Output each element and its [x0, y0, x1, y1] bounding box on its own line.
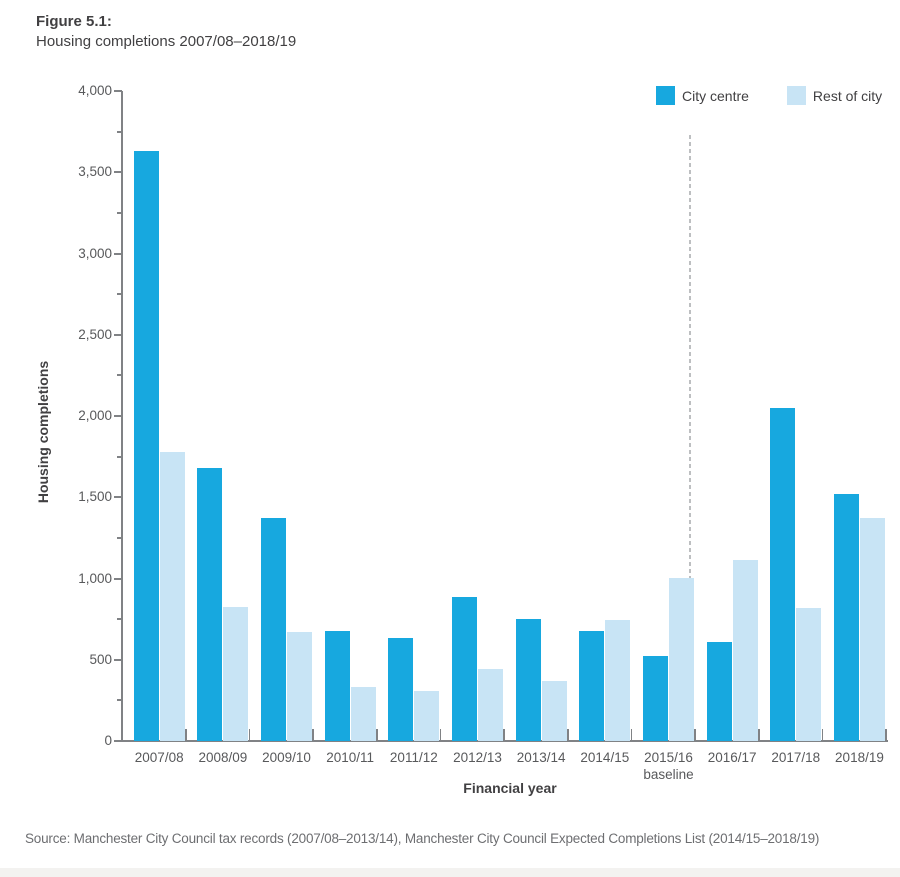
bar-city-centre-2014-15	[579, 631, 605, 741]
bar-city-centre-2017-18	[770, 408, 796, 741]
baseline-divider-dashed-line	[689, 135, 691, 741]
legend-label-city-centre: City centre	[682, 87, 749, 104]
y-minor-tick	[117, 536, 122, 539]
x-tick-label: 2009/10	[262, 750, 311, 765]
x-tick-label: 2013/14	[516, 750, 566, 765]
x-boundary-tick	[312, 729, 314, 741]
legend-swatch-city-centre	[656, 86, 675, 105]
x-boundary-tick	[248, 729, 251, 741]
x-axis-line	[121, 740, 888, 742]
y-minor-tick	[117, 293, 122, 296]
bar-city-centre-2008-09	[197, 468, 223, 741]
x-boundary-tick	[885, 729, 887, 741]
x-boundary-tick	[567, 729, 569, 741]
bar-rest-of-city-2011-12	[414, 691, 440, 741]
y-minor-tick	[117, 618, 122, 621]
x-tick-label: 2008/09	[198, 750, 248, 765]
legend: City centre Rest of city	[656, 86, 882, 105]
bar-rest-of-city-2007-08	[159, 452, 185, 741]
y-major-tick	[114, 415, 122, 417]
bar-rest-of-city-2015-16	[668, 578, 694, 741]
y-minor-tick	[117, 455, 122, 458]
source-note: Source: Manchester City Council tax reco…	[25, 831, 820, 846]
x-tick-label: 2017/18	[771, 750, 821, 765]
bar-rest-of-city-2014-15	[605, 620, 631, 741]
bar-rest-of-city-2018-19	[859, 518, 885, 741]
x-tick-label: 2016/17	[707, 750, 757, 765]
y-major-tick	[114, 333, 122, 336]
legend-label-rest-of-city: Rest of city	[812, 87, 883, 104]
figure-title: Housing completions 2007/08–2018/19	[36, 33, 297, 50]
legend-item-rest-of-city: Rest of city	[786, 86, 883, 105]
bar-rest-of-city-2010-11	[350, 687, 376, 741]
y-major-tick	[114, 577, 122, 580]
x-axis-title: Financial year	[463, 780, 557, 796]
bar-rest-of-city-2013-14	[541, 681, 567, 741]
y-major-tick	[114, 496, 122, 499]
legend-item-city-centre: City centre	[656, 86, 749, 105]
y-tick-label: 2,500	[78, 326, 112, 342]
y-tick-label: 0	[104, 733, 112, 748]
x-boundary-tick	[694, 729, 696, 741]
x-boundary-tick	[185, 729, 187, 741]
figure-label: Figure 5.1:	[36, 13, 112, 30]
bar-rest-of-city-2016-17	[732, 560, 758, 741]
y-major-tick	[114, 252, 122, 255]
bar-city-centre-2011-12	[388, 638, 414, 741]
x-tick-label: 2012/13	[453, 750, 502, 765]
bar-city-centre-2016-17	[706, 642, 732, 741]
y-axis-title: Housing completions	[35, 360, 51, 504]
y-minor-tick	[117, 211, 122, 214]
legend-swatch-rest-of-city	[786, 86, 806, 105]
y-axis-line	[121, 91, 123, 742]
bar-city-centre-2009-10	[261, 518, 287, 741]
x-boundary-tick	[503, 729, 505, 741]
x-tick-label: 2014/15	[580, 750, 630, 765]
page-footer-band	[0, 868, 900, 877]
y-tick-label: 1,000	[78, 570, 112, 586]
x-tick-label: 2010/11	[326, 750, 375, 765]
y-tick-label: 3,000	[78, 245, 112, 261]
x-boundary-tick	[821, 729, 824, 741]
x-tick-label: 2007/08	[134, 750, 184, 765]
bar-city-centre-2013-14	[515, 619, 541, 741]
bar-city-centre-2015-16	[642, 656, 668, 741]
x-tick-label: 2018/19	[835, 750, 884, 765]
x-boundary-tick	[439, 729, 442, 741]
x-boundary-tick	[630, 729, 633, 741]
y-tick-label: 500	[89, 651, 112, 667]
bar-city-centre-2012-13	[452, 597, 477, 741]
y-major-tick	[114, 740, 122, 742]
y-major-tick	[114, 90, 122, 92]
y-major-tick	[114, 171, 122, 174]
bar-city-centre-2010-11	[324, 631, 350, 741]
bar-city-centre-2018-19	[833, 494, 859, 741]
y-minor-tick	[117, 699, 122, 702]
bar-rest-of-city-2009-10	[287, 632, 313, 741]
y-major-tick	[114, 658, 122, 661]
x-tick-label: 2011/12	[389, 750, 438, 765]
baseline-note: baseline	[643, 767, 694, 782]
y-tick-label: 3,500	[78, 164, 112, 180]
y-minor-tick	[117, 374, 122, 377]
bar-rest-of-city-2017-18	[796, 608, 822, 741]
x-boundary-tick	[376, 729, 378, 741]
bar-rest-of-city-2012-13	[478, 669, 503, 741]
x-boundary-tick	[758, 729, 760, 741]
x-tick-label: 2015/16 baseline	[633, 749, 703, 783]
y-tick-label: 2,000	[78, 408, 112, 423]
y-tick-label: 4,000	[78, 83, 112, 98]
bar-rest-of-city-2008-09	[223, 607, 249, 741]
bar-city-centre-2007-08	[133, 151, 159, 741]
y-minor-tick	[117, 130, 122, 133]
y-tick-label: 1,500	[78, 489, 112, 505]
